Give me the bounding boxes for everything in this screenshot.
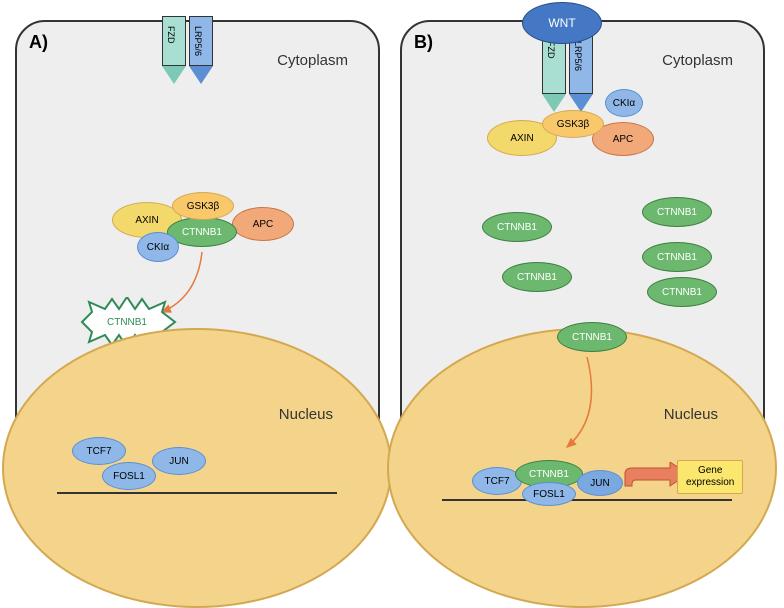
panel-b-label: B) xyxy=(414,32,433,53)
jun-b: JUN xyxy=(577,470,623,496)
nucleus-label-b: Nucleus xyxy=(664,406,718,423)
tcf7-a: TCF7 xyxy=(72,437,126,465)
lrp-label-b: LRP5/6 xyxy=(573,41,583,71)
cytoplasm-label-b: Cytoplasm xyxy=(662,52,733,69)
jun-a: JUN xyxy=(152,447,206,475)
lrp-label: LRP5/6 xyxy=(193,26,203,56)
fosl1-a: FOSL1 xyxy=(102,462,156,490)
gsk3b-b: GSK3β xyxy=(542,110,604,138)
ctnnb1-free-5: CTNNB1 xyxy=(557,322,627,352)
ckia-a: CKIα xyxy=(137,232,179,262)
panel-a: A) Cytoplasm FZD LRP5/6 APC AXIN CTNNB1 … xyxy=(15,20,380,520)
panel-a-label: A) xyxy=(29,32,48,53)
ctnnb1-free-3: CTNNB1 xyxy=(642,242,712,272)
panel-b: B) Cytoplasm WNT FZD LRP5/6 CKIα APC AXI… xyxy=(400,20,765,520)
gene-expression-box: Gene expression xyxy=(677,460,743,494)
degraded-ctnnb1-label: CTNNB1 xyxy=(107,317,147,328)
gsk3b-a: GSK3β xyxy=(172,192,234,220)
ckia-b: CKIα xyxy=(605,89,643,117)
ctnnb1-free-4: CTNNB1 xyxy=(647,277,717,307)
lrp-receptor-a: LRP5/6 xyxy=(189,16,213,86)
dna-line-a xyxy=(57,492,337,494)
ctnnb1-free-2: CTNNB1 xyxy=(502,262,572,292)
cytoplasm-label-a: Cytoplasm xyxy=(277,52,348,69)
fzd-receptor-a: FZD xyxy=(162,16,186,86)
fosl1-b: FOSL1 xyxy=(522,482,576,506)
nucleus-label-a: Nucleus xyxy=(279,406,333,423)
ctnnb1-free-1: CTNNB1 xyxy=(642,197,712,227)
wnt-ligand: WNT xyxy=(522,2,602,44)
apc-a: APC xyxy=(232,207,294,241)
ctnnb1-free-0: CTNNB1 xyxy=(482,212,552,242)
fzd-label: FZD xyxy=(166,26,176,44)
